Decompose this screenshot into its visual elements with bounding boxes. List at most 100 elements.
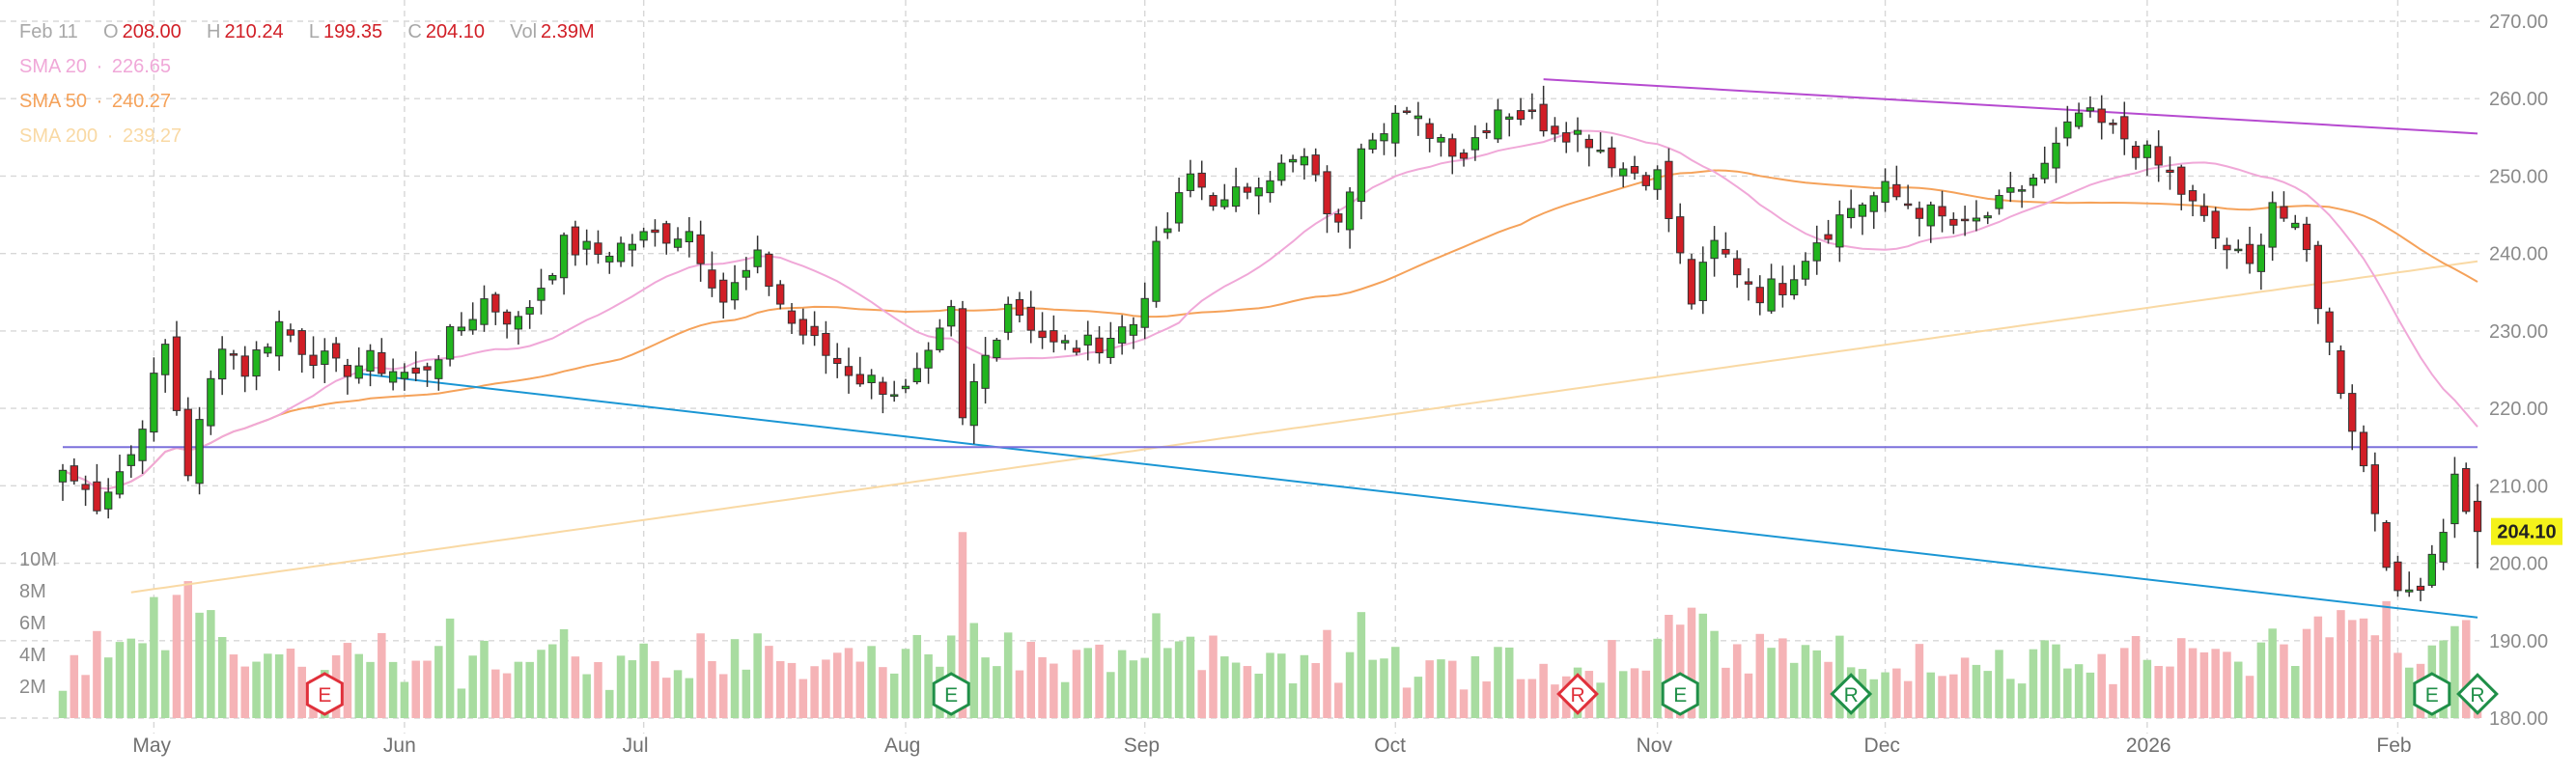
candle-body <box>616 242 626 263</box>
candle-body <box>651 229 659 234</box>
candle-body <box>525 307 534 315</box>
candle-body <box>594 242 602 255</box>
candle-body <box>1197 172 1206 188</box>
candle-body <box>1516 110 1526 121</box>
ohlc-readout: Feb 11 O 208.00 H 210.24 L 199.35 C 204.10 V… <box>19 21 599 43</box>
candle-body <box>1710 239 1719 260</box>
volume-bar <box>93 630 101 718</box>
candle-body <box>1938 206 1946 217</box>
candle-body <box>1608 147 1616 169</box>
volume-bar <box>969 623 979 718</box>
candle-body <box>2177 166 2186 195</box>
candle-body <box>1562 132 1571 143</box>
volume-bar <box>1653 638 1662 718</box>
sma50-legend[interactable]: SMA 50 · 240.27 <box>19 91 171 112</box>
volume-bar <box>1710 630 1719 718</box>
x-tick-label: Nov <box>1637 734 1673 757</box>
high-value: 210.24 <box>224 21 284 42</box>
volume-bar <box>468 655 477 718</box>
volume-bar <box>2086 672 2095 718</box>
candle-body <box>1026 306 1035 331</box>
candle-body <box>183 408 192 477</box>
volume-bar <box>2074 664 2084 718</box>
candle-body <box>1926 204 1935 227</box>
volume-bar <box>775 660 785 718</box>
candle-body <box>879 381 887 395</box>
low-value: 199.35 <box>322 21 383 42</box>
price-tick-label: 250.00 <box>2489 166 2548 187</box>
price-tick-label: 270.00 <box>2489 12 2548 33</box>
revision-marker <box>1556 673 1599 715</box>
volume-bar <box>1722 667 1730 718</box>
candle-body <box>798 319 807 336</box>
candle-body <box>2405 589 2414 593</box>
low-label: L <box>308 21 320 42</box>
candle-body <box>2462 468 2471 513</box>
earnings-marker <box>305 672 344 716</box>
volume-bar <box>172 595 182 718</box>
candle-body <box>844 366 854 376</box>
candle-body <box>2223 244 2231 251</box>
candlesticks <box>58 85 2482 601</box>
candle-body <box>1960 218 1970 222</box>
volume-bar <box>2120 648 2129 718</box>
candle-body <box>480 298 489 325</box>
volume-bar <box>1504 647 1514 718</box>
sma20-legend[interactable]: SMA 20 · 226.65 <box>19 56 171 77</box>
candle-body <box>1174 192 1184 224</box>
volume-bar <box>2029 649 2038 718</box>
candle-body <box>1334 213 1343 223</box>
volume-bar <box>2154 666 2163 718</box>
candle-body <box>218 348 227 380</box>
volume-bar <box>502 673 512 718</box>
candle-body <box>1083 334 1092 346</box>
volume-bar <box>594 661 602 718</box>
price-tick-label: 180.00 <box>2489 708 2548 730</box>
candle-body <box>2313 244 2322 310</box>
event-letter: R <box>1844 684 1859 707</box>
candle-body <box>2337 349 2345 395</box>
volume-bar <box>2188 648 2198 718</box>
candle-body <box>309 354 318 367</box>
candle-body <box>924 349 933 369</box>
candle-body <box>1573 129 1582 135</box>
candle-body <box>126 454 135 466</box>
sma200-legend[interactable]: SMA 200 · 239.27 <box>19 125 182 147</box>
candle-body <box>1858 204 1867 217</box>
volume-bar <box>1050 663 1058 718</box>
volume-bar <box>2223 651 2231 718</box>
candle-body <box>969 380 978 427</box>
volume-bar <box>434 646 443 718</box>
candle-body <box>765 253 773 288</box>
price-tick-label: 210.00 <box>2489 476 2548 497</box>
candle-body <box>343 365 352 377</box>
volume-bar <box>2268 628 2277 718</box>
volume-bar <box>1801 645 1810 718</box>
candle-body <box>1050 330 1058 343</box>
candle-body <box>2120 116 2129 140</box>
candle-body <box>93 481 101 512</box>
volume-bar <box>1789 662 1799 718</box>
candle-body <box>696 234 705 264</box>
candle-body <box>2245 243 2254 264</box>
earnings-marker <box>932 672 970 716</box>
volume-bar <box>2234 661 2243 718</box>
candle-body <box>753 249 762 267</box>
volume-bar <box>1596 682 1605 718</box>
volume-bar <box>673 670 683 718</box>
candle-body <box>457 326 466 332</box>
candle-body <box>2166 169 2174 174</box>
volume-label: Vol <box>510 21 538 42</box>
candle-body <box>912 368 921 383</box>
volume-bar <box>1675 624 1685 718</box>
candle-body <box>2370 464 2379 514</box>
candle-body <box>1345 191 1355 231</box>
candle-body <box>1231 186 1241 208</box>
candle-body <box>252 349 261 377</box>
volume-tick-label: 10M <box>19 549 57 570</box>
volume-bar <box>252 661 261 718</box>
x-tick-label: Aug <box>884 734 920 757</box>
volume-value: 2.39M <box>541 21 595 42</box>
volume-bar <box>2040 640 2049 718</box>
